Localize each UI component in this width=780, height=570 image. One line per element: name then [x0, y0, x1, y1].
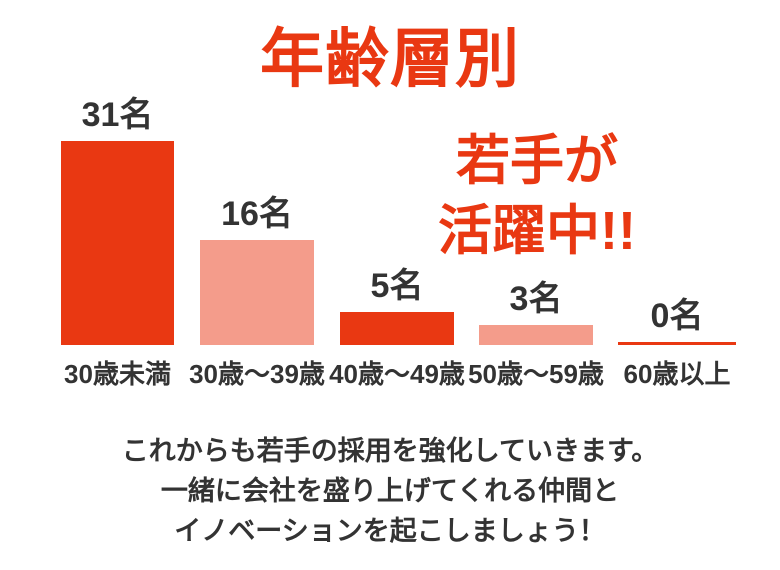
category-label: 30歳〜39歳 [189, 359, 325, 389]
value-label: 16名 [221, 195, 293, 233]
value-label: 3名 [509, 280, 563, 318]
bar [618, 342, 736, 345]
value-label: 31名 [81, 96, 154, 134]
category-label: 40歳〜49歳 [329, 359, 465, 389]
footer-line-1: これからも若手の採用を強化していきます。 [121, 436, 659, 466]
bar [340, 312, 454, 345]
chart-title: 年齢層別 [260, 23, 520, 95]
category-label: 50歳〜59歳 [468, 359, 604, 389]
category-label: 60歳以上 [623, 359, 731, 389]
annotation-line-1: 若手が [456, 131, 618, 191]
annotation-callout: 若手が 活躍中!! [394, 126, 680, 266]
annotation-line-2: 活躍中!! [438, 201, 636, 261]
footer-text: これからも若手の採用を強化していきます。 一緒に会社を盛り上げてくれる仲間と イ… [12, 431, 768, 551]
bar [479, 325, 593, 345]
footer-line-2: 一緒に会社を盛り上げてくれる仲間と [160, 476, 620, 506]
category-label: 30歳未満 [64, 359, 171, 389]
value-label: 5名 [370, 267, 424, 305]
value-label: 0名 [650, 297, 704, 335]
bar [61, 141, 174, 345]
bar [200, 240, 314, 345]
footer-line-3: イノベーションを起こしましょう！ [174, 516, 606, 546]
